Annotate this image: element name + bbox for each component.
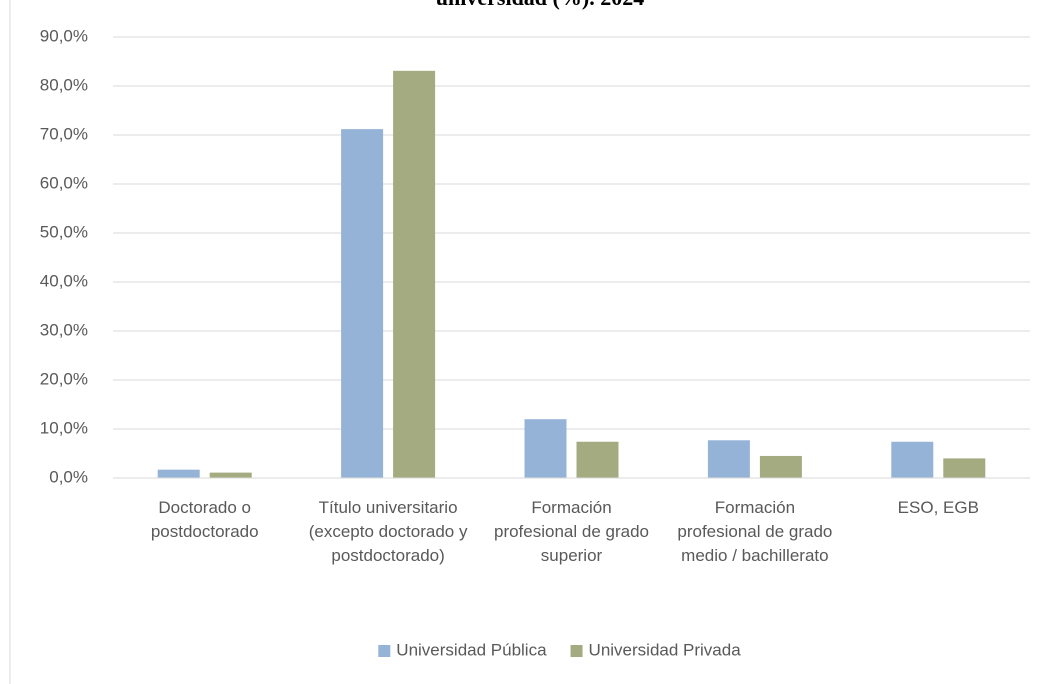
legend-label: Universidad Pública [396,640,547,659]
bar [157,469,200,478]
y-tick-label: 90,0% [40,26,88,45]
y-tick-label: 50,0% [40,222,88,241]
y-tick-label: 60,0% [40,173,88,192]
y-tick-label: 30,0% [40,320,88,339]
legend-label: Universidad Privada [589,640,742,659]
chart-title: universidad (%). 2024 [436,0,644,10]
bar [759,455,802,478]
bar [707,440,750,478]
y-tick-label: 70,0% [40,124,88,143]
y-tick-label: 20,0% [40,369,88,388]
bar [341,129,384,478]
x-tick-label: Formación profesional de grado superior [493,498,649,565]
x-tick-label: ESO, EGB [897,498,979,517]
bar [393,70,436,478]
bar [943,458,986,478]
legend-swatch [378,645,391,657]
x-tick-label: Formación profesional de grado medio / b… [677,498,833,565]
bar [524,419,567,478]
y-tick-label: 80,0% [40,75,88,94]
chart-frame [9,0,11,684]
bar [891,441,934,478]
bar [576,441,619,478]
legend-swatch [570,645,583,657]
y-tick-label: 10,0% [40,418,88,437]
y-tick-label: 40,0% [40,271,88,290]
x-tick-label: Doctorado o postdoctorado [150,498,259,541]
bar [209,472,252,478]
y-tick-label: 0,0% [49,467,88,486]
x-tick-label: Título universitario (excepto doctorado … [308,498,468,565]
